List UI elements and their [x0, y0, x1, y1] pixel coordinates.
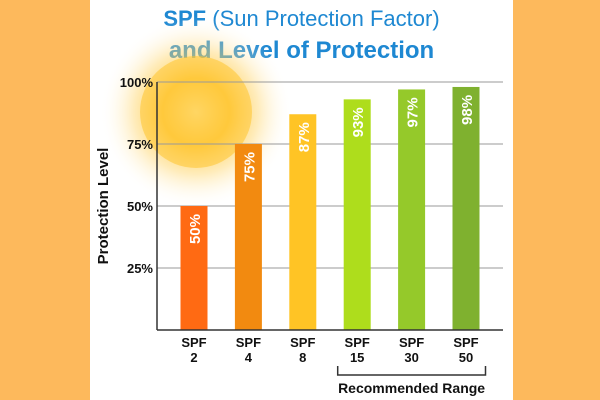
x-tick-label: SPF [290, 335, 315, 350]
x-tick-label: SPF [399, 335, 424, 350]
bar [180, 206, 208, 330]
annotation-label: Recommended Range [338, 380, 485, 396]
x-tick-label-number: 30 [404, 350, 418, 365]
data-label: 98% [459, 95, 476, 125]
recommended-range-bracket: Recommended Range [336, 366, 487, 396]
y-tick-label: 50% [127, 199, 153, 214]
x-tick-label-number: 15 [350, 350, 364, 365]
bar [398, 89, 426, 330]
data-label: 97% [405, 97, 422, 127]
x-tick-label-number: 2 [190, 350, 197, 365]
y-axis-label: Protection Level [95, 148, 112, 265]
x-tick-label-number: 50 [459, 350, 473, 365]
y-tick-labels: 25% 50% 75% 100% [120, 75, 154, 276]
bracket-line [336, 366, 487, 376]
y-tick-label: 75% [127, 137, 153, 152]
grid-lines [157, 81, 503, 269]
y-tick-label: 100% [120, 75, 154, 90]
chart-title-subtitle: (Sun Protection Factor) [206, 6, 440, 31]
sun-icon [100, 16, 292, 208]
bar [234, 144, 262, 330]
x-tick-label: SPF [181, 335, 206, 350]
data-label: 50% [187, 214, 204, 244]
bar [452, 86, 480, 331]
data-labels: 50% 75% 87% 93% 97% 98% [187, 95, 476, 244]
axes [156, 82, 503, 331]
data-label: 93% [350, 107, 367, 137]
y-tick-label: 25% [127, 261, 153, 276]
data-label: 87% [296, 122, 313, 152]
x-tick-label-number: 8 [299, 350, 306, 365]
x-tick-label: SPF [236, 335, 261, 350]
bar [289, 114, 317, 331]
x-tick-label: SPF [345, 335, 370, 350]
bar [343, 99, 371, 330]
x-tick-label: SPF [453, 335, 478, 350]
x-tick-label-number: 4 [245, 350, 253, 365]
data-label: 75% [241, 152, 258, 182]
bars [180, 86, 480, 331]
